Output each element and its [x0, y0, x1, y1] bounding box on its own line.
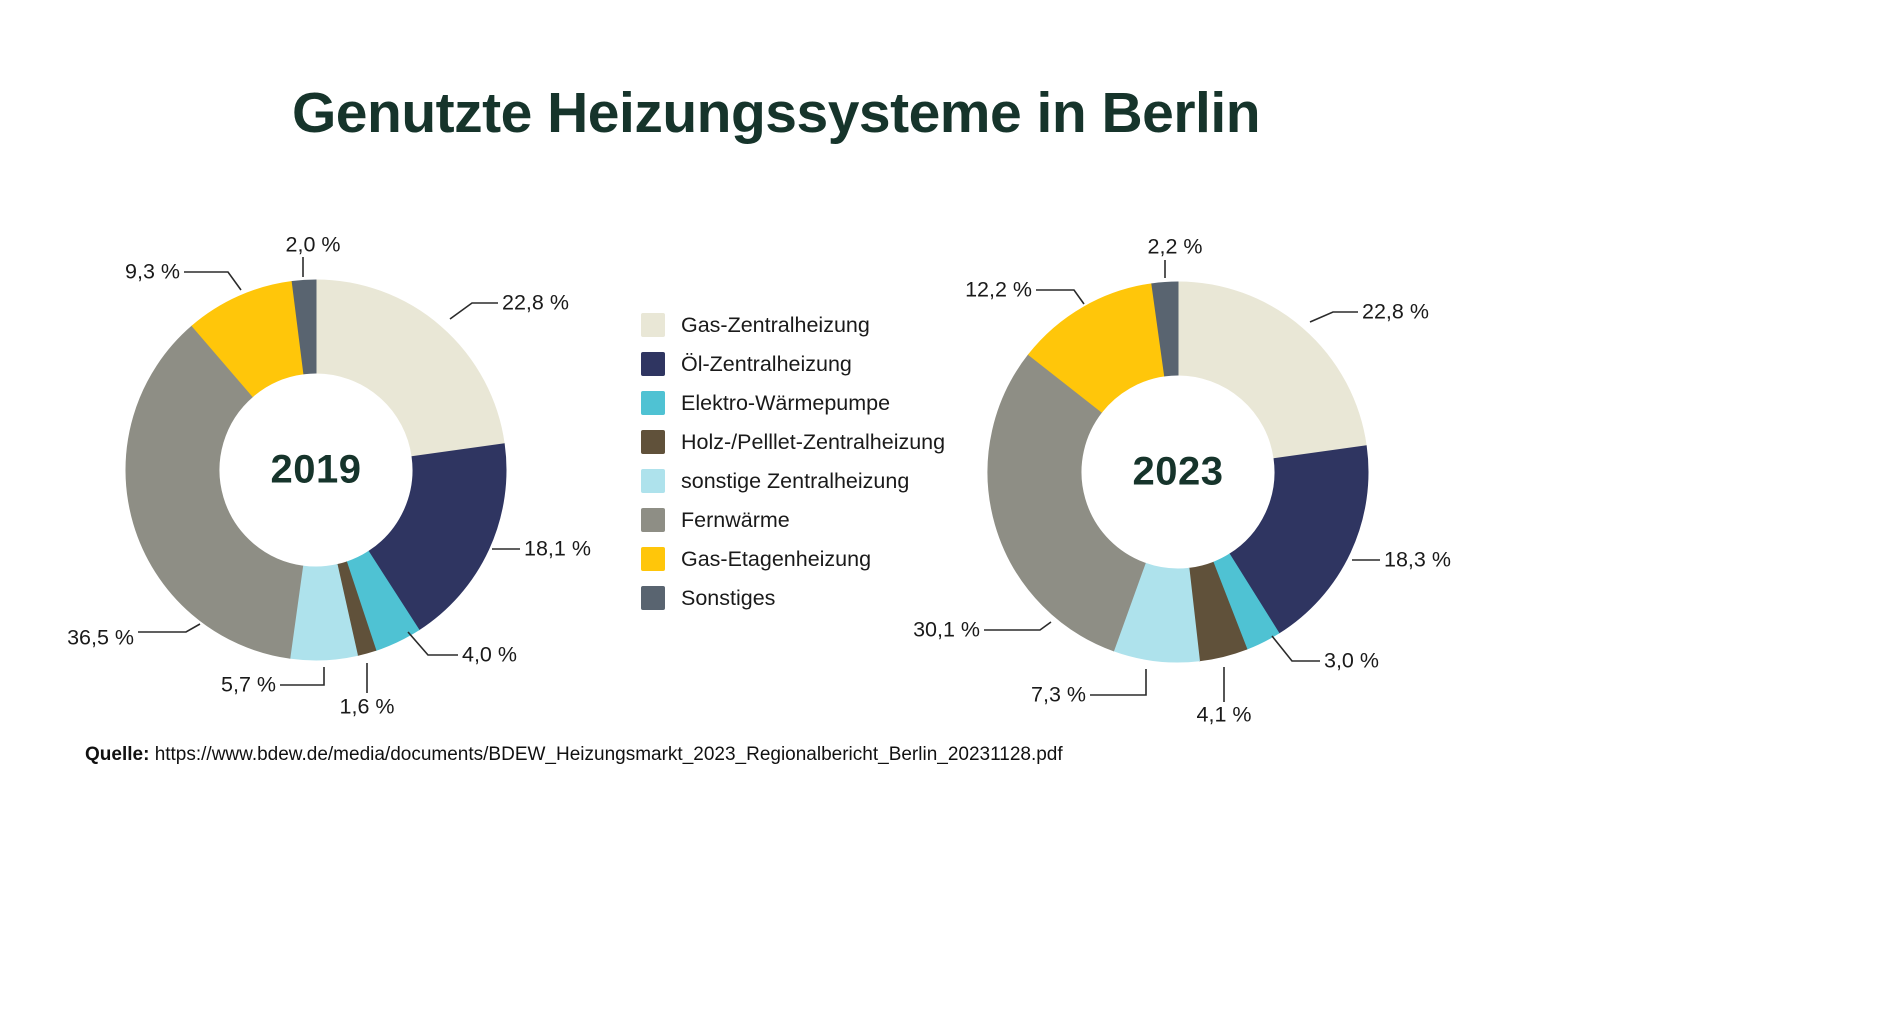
slice-2023-fernw-rme — [987, 353, 1146, 652]
legend-item-sonstiges: Sonstiges — [641, 586, 945, 610]
percent-label-2023-gas-etagenheizung: 12,2 % — [965, 277, 1032, 302]
percent-label-2019-sonstige-zentralheizung: 5,7 % — [221, 672, 276, 697]
percent-label-2023-sonstige-zentralheizung: 7,3 % — [1031, 682, 1086, 707]
legend-item-l-zentralheizung: Öl-Zentralheizung — [641, 352, 945, 376]
legend: Gas-Zentralheizung Öl-Zentralheizung Elekt… — [641, 313, 945, 610]
legend-label-fernw-rme: Fernwärme — [681, 507, 790, 532]
year-label-2019: 2019 — [270, 447, 362, 492]
legend-swatch-sonstige-zentralheizung — [641, 469, 665, 493]
leader-line — [984, 621, 1052, 631]
percent-label-2023-gas-zentralheizung: 22,8 % — [1362, 299, 1429, 324]
slice-2019-gas-zentralheizung — [315, 279, 505, 458]
legend-label-elektro-w-rmepumpe: Elektro-Wärmepumpe — [681, 390, 891, 415]
legend-item-holz-pelllet-zentralheizung: Holz-/Pelllet-Zentralheizung — [641, 430, 945, 454]
slice-2023-gas-zentralheizung — [1177, 281, 1367, 460]
source-label: Quelle: — [85, 744, 150, 765]
leader-line — [184, 271, 242, 291]
percent-label-2019-fernw-rme: 36,5 % — [67, 625, 134, 650]
donut-chart-2023: 2023 22,8 % 18,3 % 3,0 % 4,1 % 7,3 % 30,1 % 12,… — [890, 215, 1510, 795]
donut-svg-2023 — [984, 260, 1380, 702]
legend-item-sonstige-zentralheizung: sonstige Zentralheizung — [641, 469, 945, 493]
legend-label-gas-zentralheizung: Gas-Zentralheizung — [681, 312, 870, 337]
legend-item-gas-etagenheizung: Gas-Etagenheizung — [641, 547, 945, 571]
percent-label-2023-holz-pelllet-zentralheizung: 4,1 % — [1196, 702, 1252, 727]
leader-line — [1271, 635, 1320, 662]
percent-label-2019-l-zentralheizung: 18,1 % — [524, 536, 591, 561]
legend-item-gas-zentralheizung: Gas-Zentralheizung — [641, 313, 945, 337]
legend-label-holz-pelllet-zentralheizung: Holz-/Pelllet-Zentralheizung — [681, 429, 946, 454]
legend-swatch-l-zentralheizung — [641, 352, 665, 376]
legend-label-sonstiges: Sonstiges — [681, 585, 776, 610]
percent-label-2023-sonstiges: 2,2 % — [1147, 234, 1203, 259]
percent-label-2019-elektro-w-rmepumpe: 4,0 % — [462, 642, 517, 667]
percent-label-2019-gas-zentralheizung: 22,8 % — [502, 290, 569, 315]
leader-line — [138, 623, 201, 633]
percent-label-2023-l-zentralheizung: 18,3 % — [1384, 547, 1451, 572]
legend-swatch-gas-zentralheizung — [641, 313, 665, 337]
slice-2019-sonstiges — [291, 279, 317, 375]
legend-swatch-gas-etagenheizung — [641, 547, 665, 571]
leader-line — [1090, 669, 1147, 696]
legend-label-gas-etagenheizung: Gas-Etagenheizung — [681, 546, 872, 571]
leader-line — [449, 302, 498, 320]
year-label-2023: 2023 — [1132, 449, 1224, 494]
legend-swatch-elektro-w-rmepumpe — [641, 391, 665, 415]
leader-line — [407, 631, 458, 656]
legend-swatch-fernw-rme — [641, 508, 665, 532]
percent-label-2019-sonstiges: 2,0 % — [285, 232, 341, 257]
percent-label-2019-gas-etagenheizung: 9,3 % — [125, 259, 180, 284]
chart-title: Genutzte Heizungssysteme in Berlin — [291, 81, 1261, 145]
leader-line — [1036, 289, 1085, 305]
source-url: https://www.bdew.de/media/documents/BDEW… — [154, 744, 1063, 765]
slice-2023-sonstiges — [1151, 281, 1179, 377]
legend-swatch-holz-pelllet-zentralheizung — [641, 430, 665, 454]
leader-line — [1309, 311, 1358, 323]
legend-item-elektro-w-rmepumpe: Elektro-Wärmepumpe — [641, 391, 945, 415]
percent-label-2023-elektro-w-rmepumpe: 3,0 % — [1324, 648, 1379, 673]
legend-item-fernw-rme: Fernwärme — [641, 508, 945, 532]
slice-2023-l-zentralheizung — [1228, 445, 1369, 634]
slice-2019-l-zentralheizung — [367, 443, 507, 631]
legend-swatch-sonstiges — [641, 586, 665, 610]
donut-svg-2019 — [125, 257, 520, 693]
percent-label-2023-fernw-rme: 30,1 % — [913, 617, 980, 642]
leader-line — [280, 667, 325, 686]
legend-label-sonstige-zentralheizung: sonstige Zentralheizung — [681, 468, 910, 493]
donut-chart-2019: 2019 22,8 % 18,1 % 4,0 % 1,6 % 5,7 % 36,5 % 9,3… — [30, 215, 650, 795]
slice-2019-fernw-rme — [125, 325, 304, 659]
percent-label-2019-holz-pelllet-zentralheizung: 1,6 % — [339, 694, 395, 719]
legend-label-l-zentralheizung: Öl-Zentralheizung — [681, 351, 852, 376]
source-line: Quelle: https://www.bdew.de/media/docume… — [85, 744, 1063, 766]
